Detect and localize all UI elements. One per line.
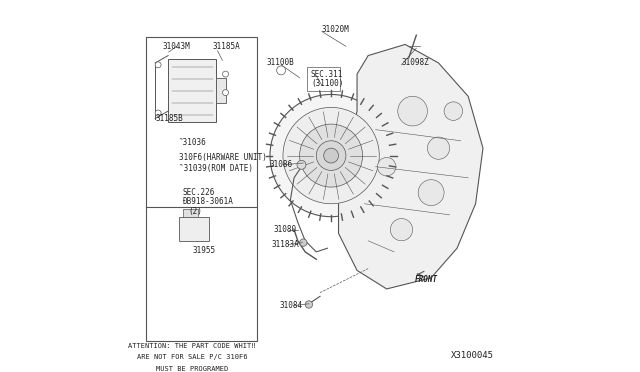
Polygon shape bbox=[339, 44, 483, 289]
Circle shape bbox=[300, 124, 363, 187]
Text: (2): (2) bbox=[189, 207, 202, 216]
Text: 31086: 31086 bbox=[270, 160, 293, 169]
Text: 31185A: 31185A bbox=[212, 42, 241, 51]
Bar bbox=[146, 37, 257, 341]
Bar bbox=[168, 59, 216, 122]
Text: 31043M: 31043M bbox=[163, 42, 190, 51]
Circle shape bbox=[270, 94, 392, 217]
Text: 31084: 31084 bbox=[279, 301, 302, 310]
Bar bbox=[179, 217, 209, 241]
Text: ‶31036: ‶31036 bbox=[179, 138, 207, 147]
Text: 31098Z: 31098Z bbox=[401, 58, 429, 67]
Bar bbox=[183, 209, 198, 217]
Circle shape bbox=[155, 110, 161, 116]
Text: 31020M: 31020M bbox=[322, 25, 349, 34]
Circle shape bbox=[378, 157, 396, 176]
Circle shape bbox=[297, 160, 306, 169]
Circle shape bbox=[155, 62, 161, 68]
Text: (31100): (31100) bbox=[312, 79, 344, 88]
Circle shape bbox=[276, 66, 285, 75]
Text: X3100045: X3100045 bbox=[451, 351, 494, 360]
Circle shape bbox=[428, 137, 450, 159]
Circle shape bbox=[390, 219, 413, 241]
Circle shape bbox=[283, 108, 380, 204]
Text: 310F6(HARWARE UNIT): 310F6(HARWARE UNIT) bbox=[179, 153, 267, 162]
Text: ‶31039(ROM DATE): ‶31039(ROM DATE) bbox=[179, 164, 253, 173]
Circle shape bbox=[223, 71, 228, 77]
Bar bbox=[307, 67, 340, 91]
Text: ARE NOT FOR SALE P/C 310F6: ARE NOT FOR SALE P/C 310F6 bbox=[137, 355, 248, 360]
Text: 31080: 31080 bbox=[274, 225, 297, 234]
Text: MUST BE PROGRAMED: MUST BE PROGRAMED bbox=[156, 366, 228, 372]
Text: SEC.311: SEC.311 bbox=[311, 70, 343, 78]
Text: 31185B: 31185B bbox=[155, 114, 183, 123]
Text: 31955: 31955 bbox=[192, 246, 215, 254]
Circle shape bbox=[398, 96, 428, 126]
Circle shape bbox=[418, 180, 444, 206]
Circle shape bbox=[316, 141, 346, 170]
Bar bbox=[216, 78, 225, 103]
Circle shape bbox=[223, 90, 228, 96]
Text: 31183A: 31183A bbox=[272, 240, 300, 249]
Text: ÐB918-3061A: ÐB918-3061A bbox=[183, 198, 234, 206]
Circle shape bbox=[444, 102, 463, 121]
Circle shape bbox=[300, 239, 307, 246]
Text: FRONT: FRONT bbox=[415, 275, 438, 284]
Circle shape bbox=[324, 148, 339, 163]
Text: ATTENTION: THE PART CODE WHIT‼: ATTENTION: THE PART CODE WHIT‼ bbox=[129, 343, 256, 349]
Circle shape bbox=[305, 301, 312, 308]
Text: SEC.226: SEC.226 bbox=[183, 188, 215, 197]
Text: 31100B: 31100B bbox=[266, 58, 294, 67]
